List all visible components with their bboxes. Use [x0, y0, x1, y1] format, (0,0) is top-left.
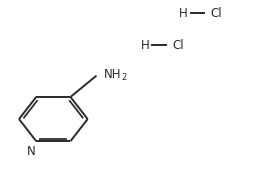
Text: H: H: [140, 39, 149, 52]
Text: NH: NH: [104, 68, 122, 81]
Text: H: H: [179, 7, 187, 20]
Text: Cl: Cl: [210, 7, 222, 20]
Text: N: N: [27, 145, 36, 158]
Text: 2: 2: [121, 73, 127, 82]
Text: Cl: Cl: [172, 39, 184, 52]
